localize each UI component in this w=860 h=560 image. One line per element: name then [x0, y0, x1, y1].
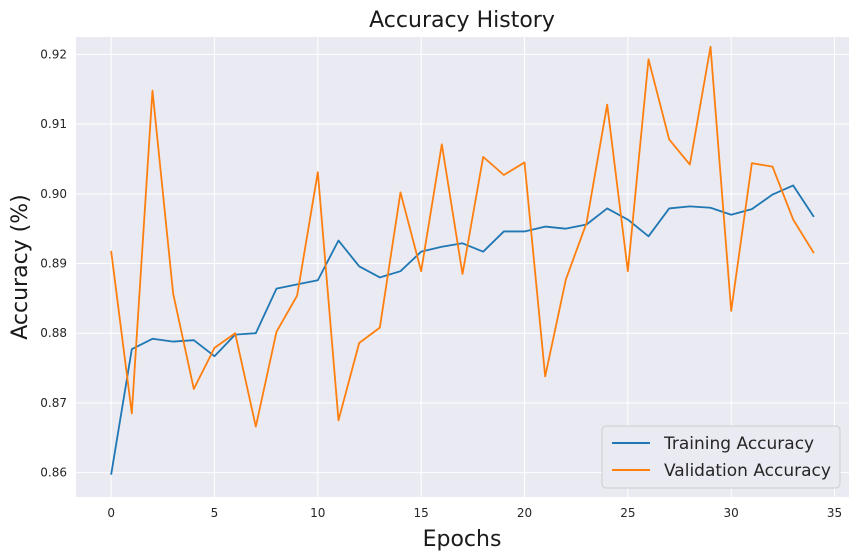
y-tick-label: 0.92	[40, 47, 67, 61]
y-tick-label: 0.89	[40, 257, 67, 271]
legend-box	[601, 425, 841, 489]
x-tick-label: 30	[724, 506, 739, 520]
y-tick-label: 0.88	[40, 326, 67, 340]
x-tick-label: 10	[310, 506, 325, 520]
x-tick-label: 35	[827, 506, 842, 520]
series-layer	[110, 45, 815, 475]
legend-label-training: Training Accuracy	[663, 434, 814, 454]
series-line-validation	[110, 45, 815, 428]
chart-title: Accuracy History	[369, 8, 555, 33]
x-tick-label: 20	[517, 506, 532, 520]
legend-label-validation: Validation Accuracy	[664, 461, 831, 481]
y-tick-label: 0.87	[40, 396, 67, 410]
y-axis-label: Accuracy (%)	[8, 194, 33, 340]
x-tick-label: 5	[211, 506, 219, 520]
grid-lines	[76, 37, 849, 497]
y-tick-label: 0.91	[40, 117, 67, 131]
x-tick-label: 0	[107, 506, 115, 520]
plot-area	[76, 37, 849, 497]
x-axis-label: Epochs	[423, 527, 502, 552]
x-tick-label: 15	[414, 506, 429, 520]
legend: Training Accuracy Validation Accuracy	[601, 425, 841, 489]
tick-labels: 0 5 10 15 20 25 30 35 0.86 0.87 0.88 0.89 0.90 0.91 0.…	[40, 47, 842, 520]
y-tick-label: 0.90	[40, 187, 67, 201]
x-tick-label: 25	[620, 506, 635, 520]
y-tick-label: 0.86	[40, 466, 67, 480]
series-line-training	[110, 184, 815, 475]
